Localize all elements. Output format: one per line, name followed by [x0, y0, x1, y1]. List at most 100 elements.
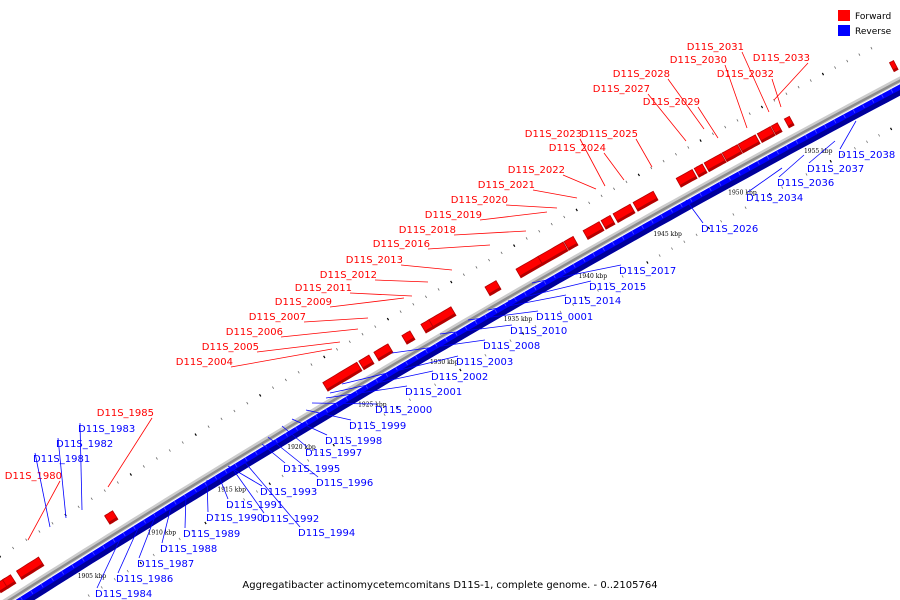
reverse-gene-boundary: [881, 93, 884, 98]
lower-scale-tick: [332, 443, 335, 447]
upper-scale-tick: [773, 99, 776, 102]
reverse-gene-label[interactable]: D11S_2034: [746, 193, 803, 204]
reverse-gene-label[interactable]: D11S_1989: [183, 529, 240, 540]
forward-gene-shadow: [760, 133, 776, 143]
forward-leader-line: [532, 189, 578, 199]
forward-gene-label[interactable]: D11S_2006: [226, 327, 283, 338]
reverse-gene-label[interactable]: D11S_2010: [510, 326, 567, 337]
reverse-gene-label[interactable]: D11S_1996: [316, 478, 373, 489]
forward-gene-label[interactable]: D11S_2011: [295, 283, 352, 294]
reverse-gene-label[interactable]: D11S_2026: [701, 224, 758, 235]
upper-scale-tick: [462, 273, 465, 276]
forward-gene-label[interactable]: D11S_2016: [373, 239, 430, 250]
forward-gene-label[interactable]: D11S_2013: [346, 255, 403, 266]
forward-gene-label[interactable]: D11S_2018: [399, 225, 456, 236]
reverse-gene-label[interactable]: D11S_2003: [456, 357, 513, 368]
reverse-gene-label[interactable]: D11S_1981: [33, 454, 90, 465]
reverse-gene-label[interactable]: D11S_1990: [206, 513, 263, 524]
forward-gene-label[interactable]: D11S_1985: [97, 408, 154, 419]
forward-gene-label[interactable]: D11S_2031: [687, 42, 744, 53]
reverse-gene-label[interactable]: D11S_2017: [619, 266, 676, 277]
forward-gene-block: [703, 152, 727, 173]
reverse-gene-label[interactable]: D11S_2015: [589, 282, 646, 293]
upper-scale-tick: [220, 417, 223, 421]
forward-gene-shadow: [519, 263, 543, 278]
forward-gene-label[interactable]: D11S_2012: [320, 270, 377, 281]
forward-gene-label[interactable]: D11S_2019: [425, 210, 482, 221]
lower-scale-tick: [126, 569, 129, 573]
upper-scale-tick: [563, 215, 566, 219]
reverse-gene-label[interactable]: D11S_1994: [298, 528, 355, 539]
lower-scale-tick: [139, 561, 142, 565]
reverse-gene-boundary: [415, 355, 418, 360]
reverse-gene-label[interactable]: D11S_2036: [777, 178, 834, 189]
reverse-gene-label[interactable]: D11S_1992: [262, 514, 319, 525]
forward-gene-label[interactable]: D11S_2007: [249, 312, 306, 323]
reverse-gene-label[interactable]: D11S_1988: [160, 544, 217, 555]
reverse-gene-label[interactable]: D11S_1997: [305, 448, 362, 459]
forward-leader-line: [647, 93, 687, 142]
forward-leader-line: [667, 78, 705, 130]
forward-gene-label[interactable]: D11S_2020: [451, 195, 508, 206]
reverse-leader-line: [231, 467, 265, 514]
reverse-gene-boundary: [572, 263, 576, 268]
reverse-gene-label[interactable]: D11S_2008: [483, 341, 540, 352]
reverse-gene-label[interactable]: D11S_2037: [807, 164, 864, 175]
reverse-gene-label[interactable]: D11S_1995: [283, 464, 340, 475]
forward-gene-label[interactable]: D11S_2028: [613, 69, 670, 80]
reverse-gene-label[interactable]: D11S_1982: [56, 439, 113, 450]
forward-gene-label[interactable]: D11S_2027: [593, 84, 650, 95]
forward-gene-shadow: [893, 67, 899, 72]
lower-scale-tick: [152, 553, 155, 557]
reverse-gene-label[interactable]: D11S_1993: [260, 487, 317, 498]
reverse-gene-boundary: [776, 150, 779, 155]
forward-gene-label[interactable]: D11S_2032: [717, 69, 774, 80]
forward-gene-label[interactable]: D11S_2029: [643, 97, 700, 108]
upper-scale-tick: [846, 59, 849, 63]
reverse-gene-label[interactable]: D11S_1987: [137, 559, 194, 570]
reverse-gene-label[interactable]: D11S_1983: [78, 424, 135, 435]
upper-scale-tick: [437, 288, 440, 291]
reverse-gene-label[interactable]: D11S_1999: [349, 421, 406, 432]
reverse-gene-label[interactable]: D11S_0001: [536, 312, 593, 323]
forward-gene-label[interactable]: D11S_2005: [202, 342, 259, 353]
reverse-gene-label[interactable]: D11S_2001: [405, 387, 462, 398]
forward-gene-shadow: [6, 581, 16, 589]
reverse-gene-boundary: [375, 378, 378, 383]
reverse-gene-label[interactable]: D11S_1998: [325, 436, 382, 447]
kbp-tick-label: 1915 kbp: [217, 486, 246, 493]
reverse-gene-boundary: [444, 337, 448, 342]
forward-gene-label[interactable]: D11S_2025: [581, 129, 638, 140]
forward-gene-label[interactable]: D11S_2021: [478, 180, 535, 191]
forward-gene-label[interactable]: D11S_2004: [176, 357, 233, 368]
reverse-gene-label[interactable]: D11S_1986: [116, 574, 173, 585]
forward-gene-label[interactable]: D11S_2033: [753, 53, 810, 64]
lower-scale-tick: [547, 317, 550, 321]
upper-scale-tick: [103, 489, 106, 492]
forward-gene-label[interactable]: D11S_2023: [525, 129, 582, 140]
forward-gene-label[interactable]: D11S_2009: [275, 297, 332, 308]
reverse-gene-boundary: [766, 155, 770, 160]
reverse-leader-line: [261, 443, 286, 464]
reverse-gene-boundary: [173, 500, 177, 505]
lower-scale-tick: [217, 513, 220, 517]
reverse-gene-label[interactable]: D11S_2000: [375, 405, 432, 416]
lower-scale-tick: [768, 192, 772, 196]
reverse-gene-label[interactable]: D11S_2014: [564, 296, 621, 307]
forward-gene-label[interactable]: D11S_2030: [670, 55, 727, 66]
reverse-gene-boundary: [814, 129, 818, 134]
upper-scale-tick: [142, 465, 145, 468]
lower-scale-tick: [609, 282, 612, 285]
reverse-gene-label[interactable]: D11S_1984: [95, 589, 152, 600]
upper-scale-tick: [272, 386, 275, 389]
upper-scale-tick: [323, 355, 326, 359]
reverse-gene-label[interactable]: D11S_2002: [431, 372, 488, 383]
kbp-tick-label: 1925 kbp: [358, 402, 387, 409]
reverse-gene-boundary: [737, 171, 741, 176]
reverse-gene-label[interactable]: D11S_1991: [226, 500, 283, 511]
forward-gene-label[interactable]: D11S_2024: [549, 143, 606, 154]
forward-gene-label[interactable]: D11S_1980: [5, 471, 62, 482]
reverse-gene-label[interactable]: D11S_2038: [838, 150, 895, 161]
forward-gene-shadow: [697, 170, 708, 178]
forward-gene-label[interactable]: D11S_2022: [508, 165, 565, 176]
